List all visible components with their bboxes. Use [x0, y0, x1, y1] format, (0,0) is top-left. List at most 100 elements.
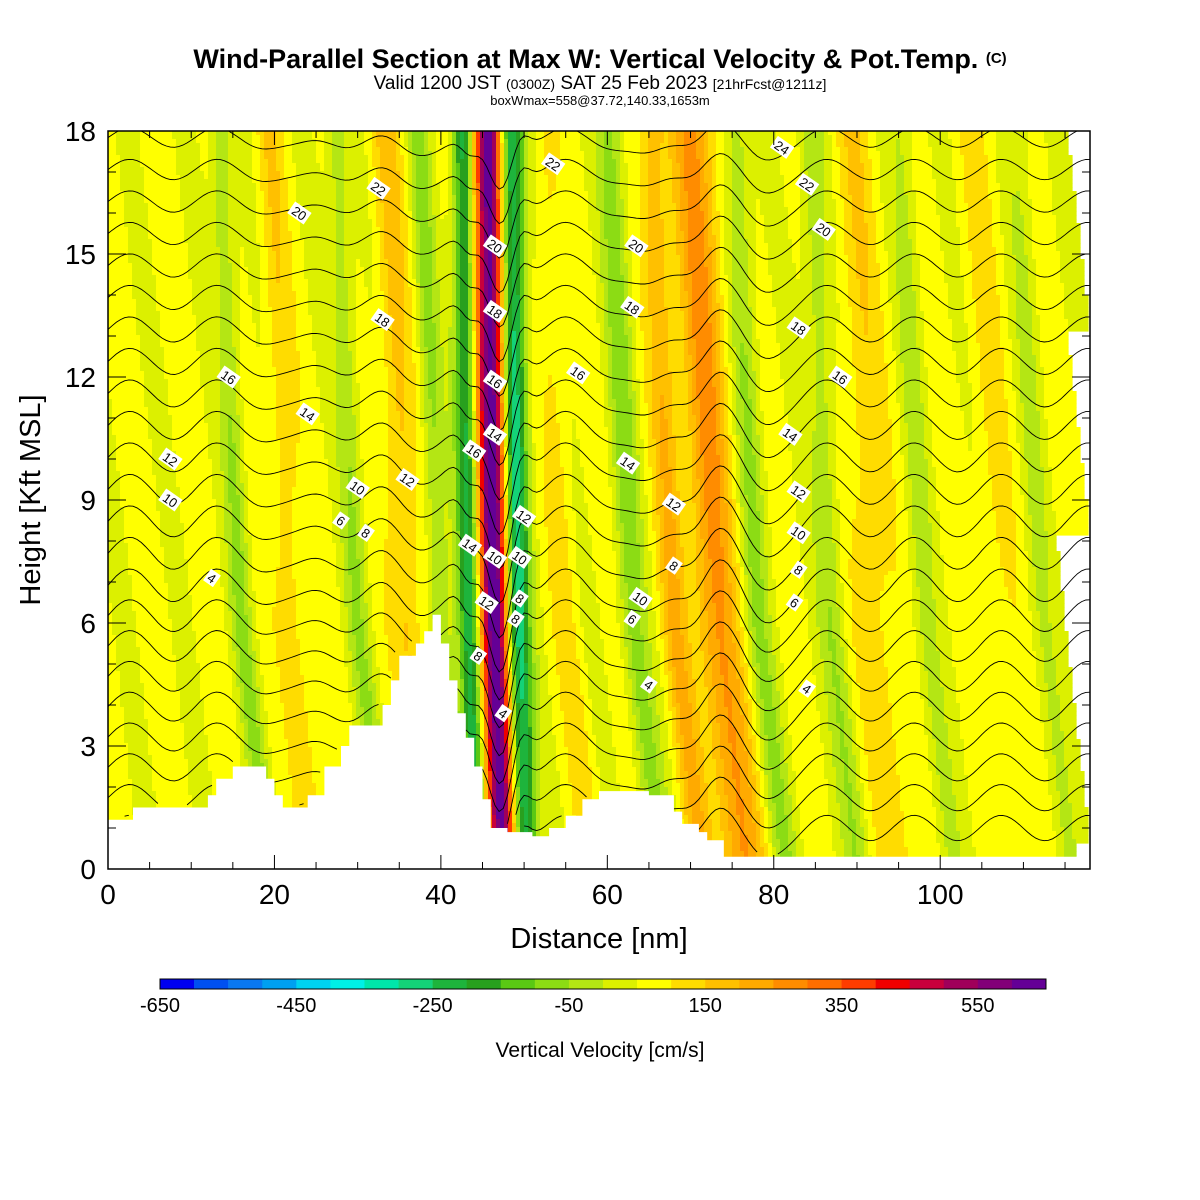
field-cell [456, 143, 461, 148]
field-cell [644, 335, 653, 340]
field-cell [716, 163, 725, 168]
field-cell [976, 331, 1001, 336]
field-cell [332, 151, 345, 156]
field-cell [1052, 199, 1077, 204]
field-cell [688, 211, 705, 216]
field-cell [468, 167, 473, 172]
field-cell [684, 323, 689, 328]
field-cell [824, 343, 837, 348]
field-cell [508, 355, 513, 360]
field-cell [716, 131, 725, 136]
field-cell [436, 355, 445, 360]
field-cell [336, 215, 345, 220]
field-cell [916, 307, 921, 312]
field-cell [248, 279, 261, 284]
field-cell [504, 187, 509, 192]
field-cell [220, 323, 233, 328]
field-cell [940, 219, 957, 224]
field-cell [504, 139, 509, 144]
field-cell [956, 219, 969, 224]
field-cell [312, 315, 337, 320]
field-cell [492, 259, 497, 264]
field-cell [460, 163, 469, 168]
field-cell [864, 215, 877, 220]
field-cell [732, 223, 745, 228]
field-cell [640, 203, 649, 208]
field-cell [280, 207, 289, 212]
field-cell [800, 239, 813, 244]
field-cell [624, 199, 629, 204]
field-cell [620, 239, 625, 244]
field-cell [812, 263, 825, 268]
field-cell [324, 159, 333, 164]
field-cell [688, 331, 693, 336]
field-cell [592, 255, 601, 260]
field-cell [496, 271, 501, 276]
field-cell [400, 215, 409, 220]
field-cell [452, 159, 457, 164]
field-cell [480, 243, 485, 248]
field-cell [468, 331, 473, 336]
field-cell [528, 275, 533, 280]
field-cell [684, 239, 689, 244]
field-cell [520, 187, 525, 192]
field-cell [392, 347, 405, 352]
field-cell [928, 131, 949, 136]
field-cell [528, 167, 537, 172]
field-cell [436, 131, 449, 136]
field-cell [516, 159, 521, 164]
field-cell [320, 163, 325, 168]
field-cell [528, 183, 537, 188]
field-cell [476, 259, 481, 264]
field-cell [732, 211, 745, 216]
field-cell [472, 159, 477, 164]
field-cell [208, 131, 217, 136]
field-cell [896, 143, 901, 148]
field-cell [672, 159, 677, 164]
field-cell [404, 135, 409, 140]
field-cell [436, 347, 445, 352]
field-cell [516, 267, 521, 272]
field-cell [528, 351, 533, 356]
field-cell [632, 327, 637, 332]
field-cell [528, 231, 537, 236]
field-cell [488, 279, 493, 284]
field-cell [848, 163, 865, 168]
field-cell [108, 227, 129, 232]
field-cell [308, 279, 337, 284]
field-cell [664, 235, 677, 240]
field-cell [1024, 215, 1033, 220]
field-cell [724, 255, 733, 260]
field-cell [640, 315, 653, 320]
field-cell [388, 311, 405, 316]
field-cell [840, 163, 849, 168]
field-cell [468, 231, 473, 236]
field-cell [132, 263, 153, 268]
field-cell [612, 131, 621, 136]
field-cell [660, 187, 673, 192]
field-cell [208, 163, 217, 168]
field-cell [216, 223, 229, 228]
field-cell [900, 343, 917, 348]
field-cell [216, 143, 229, 148]
field-cell [356, 347, 385, 352]
field-cell [872, 195, 881, 200]
field-cell [664, 251, 677, 256]
field-cell [1040, 331, 1069, 336]
field-cell [924, 311, 949, 316]
field-cell [436, 167, 449, 172]
field-cell [532, 347, 601, 352]
field-cell [836, 231, 845, 236]
field-cell [472, 199, 477, 204]
field-cell [404, 275, 409, 280]
field-cell [636, 323, 641, 328]
field-cell [1000, 211, 1013, 216]
field-cell [496, 267, 501, 272]
field-cell [520, 239, 525, 244]
field-cell [344, 171, 369, 176]
field-cell [704, 139, 709, 144]
field-cell [252, 319, 261, 324]
field-cell [192, 299, 221, 304]
field-cell [716, 143, 725, 148]
field-cell [628, 163, 641, 168]
